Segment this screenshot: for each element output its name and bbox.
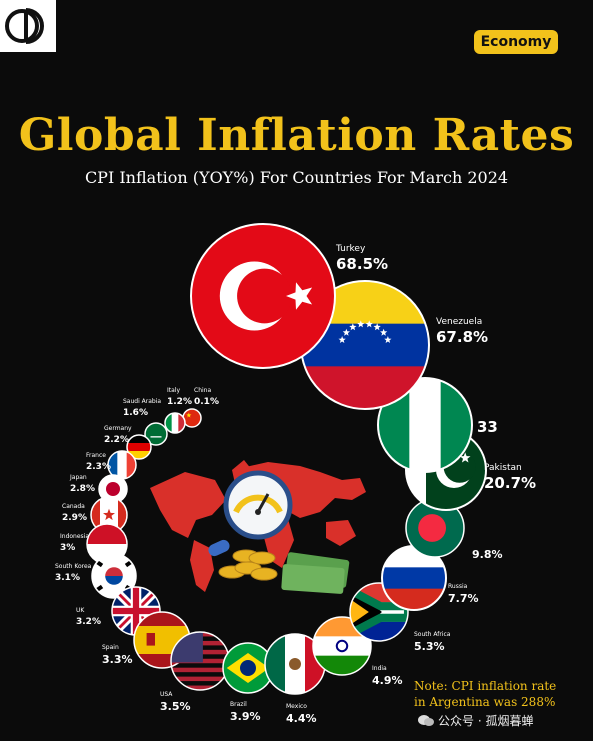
bubble-india [312,616,372,676]
brand-logo [0,0,56,52]
country-name-venezuela: Venezuela [436,317,482,327]
bubble-russia [381,545,447,611]
country-name-south-korea: South Korea [55,563,92,570]
value-label-spain: 3.3% [102,653,133,666]
country-name-italy: Italy [167,387,180,394]
country-name-turkey: Turkey [335,244,366,254]
value-label-canada: 2.9% [62,513,87,523]
bubble-usa [170,631,230,691]
value-label-india: 4.9% [372,674,403,687]
value-label-venezuela: 67.8% [436,328,488,346]
country-name-russia: Russia [448,583,468,590]
note-line-2: in Argentina was 288% [414,695,556,709]
country-name-france: France [86,452,106,459]
country-name-india: India [372,665,387,672]
bubble-south-africa [349,582,409,642]
country-name-brazil: Brazil [230,701,247,708]
value-label-germany: 2.2% [104,435,129,445]
value-label-indonesia: 3% [60,543,75,553]
bubble-saudi-arabia [144,422,168,446]
argentina-note: Note: CPI inflation rate in Argentina wa… [414,678,584,710]
value-label-south-africa: 5.3% [414,640,445,653]
watermark: 公众号 · 孤烟暮蝉 [418,712,533,729]
bubble-turkey [190,223,336,369]
value-label-italy: 1.2% [167,397,192,407]
country-name-saudi-arabia: Saudi Arabia [123,398,161,405]
value-label-france: 2.3% [86,462,111,472]
value-label-uk: 3.2% [76,617,101,627]
category-badge[interactable]: Economy [474,30,558,54]
country-name-south-africa: South Africa [414,631,451,638]
chart-subtitle: CPI Inflation (YOY%) For Countries For M… [84,168,509,187]
bubble-south-korea [91,553,137,599]
value-label-china: 0.1% [194,397,219,407]
country-name-china: China [194,387,211,394]
country-name-canada: Canada [62,503,85,510]
wechat-icon [418,714,434,727]
country-name-indonesia: Indonesia [60,533,89,540]
value-label-bangladesh: 9.8% [472,548,503,561]
value-label-nigeria: 33 [477,418,498,436]
bubble-china [182,408,202,428]
country-name-spain: Spain [102,644,119,651]
value-label-turkey: 68.5% [336,255,388,273]
note-line-1: Note: CPI inflation rate [414,679,557,693]
bubble-italy [164,412,186,434]
country-name-usa: USA [160,691,173,698]
country-name-mexico: Mexico [286,703,307,710]
value-label-south-korea: 3.1% [55,573,80,583]
value-label-brazil: 3.9% [230,710,261,723]
country-name-pakistan: Pakistan [484,463,522,473]
value-label-japan: 2.8% [70,484,95,494]
country-name-uk: UK [76,607,85,614]
watermark-text: 公众号 · 孤烟暮蝉 [438,714,534,728]
chart-title: Global Inflation Rates [18,110,575,161]
bubble-germany [126,434,152,460]
value-label-pakistan: 20.7% [484,474,536,492]
value-label-mexico: 4.4% [286,712,317,725]
value-label-russia: 7.7% [448,592,479,605]
value-label-saudi-arabia: 1.6% [123,408,148,418]
value-label-usa: 3.5% [160,700,191,713]
country-name-germany: Germany [104,425,132,432]
center-illustration [208,470,350,594]
country-name-japan: Japan [69,474,87,481]
